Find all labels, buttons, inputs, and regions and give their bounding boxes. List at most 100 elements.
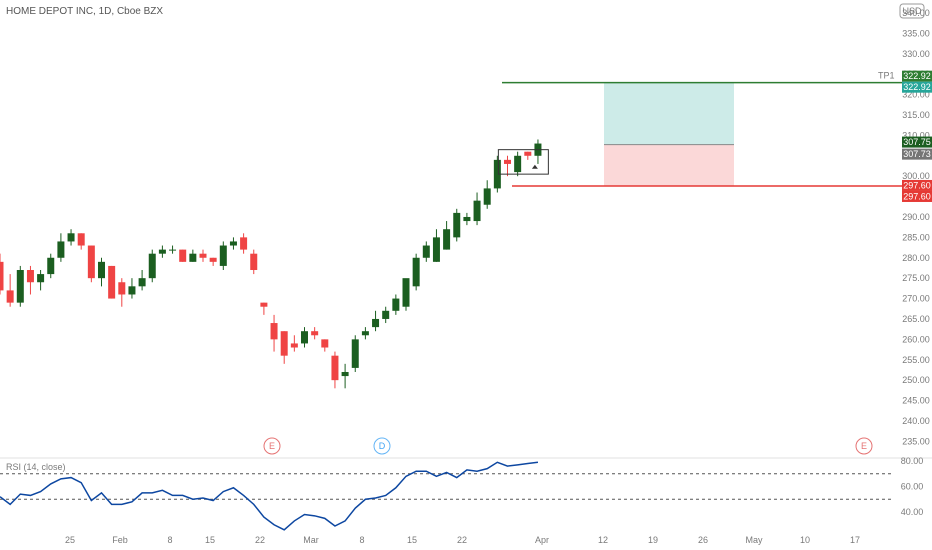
earnings-marker[interactable] — [263, 437, 281, 455]
time-tick-label: Apr — [535, 535, 549, 545]
target-price-tag — [902, 70, 932, 82]
chart-title: HOME DEPOT INC, 1D, Cboe BZX — [6, 6, 163, 17]
stop-price-label: 297.60 — [903, 180, 931, 190]
candle-body — [290, 343, 298, 348]
candle-body — [209, 257, 217, 262]
last-price-tag — [902, 136, 932, 148]
candle-body — [6, 290, 14, 303]
candle-body — [280, 331, 288, 356]
target-price-label-secondary: 322.92 — [903, 82, 931, 92]
price-tick-label: 280.00 — [902, 253, 930, 263]
candle-body — [118, 282, 126, 295]
time-tick-label: 8 — [167, 535, 172, 545]
rsi-pane[interactable]: RSI (14, close) 80.00 60.00 40.00 — [0, 456, 932, 531]
stop-price-tag — [902, 179, 932, 191]
stop-zone — [604, 144, 734, 186]
time-axis[interactable]: 25 Feb 8 15 22 Mar 8 15 22 Apr 12 19 26 May 10 17 — [65, 535, 860, 545]
rsi-tick-label: 40.00 — [901, 507, 924, 517]
candle-body — [229, 241, 237, 246]
price-tick-label: 240.00 — [902, 416, 930, 426]
time-tick-label: 15 — [407, 535, 417, 545]
time-tick-label: 17 — [850, 535, 860, 545]
price-tick-label: 290.00 — [902, 212, 930, 222]
earnings-marker-upcoming[interactable] — [855, 437, 873, 455]
candle-body — [483, 188, 491, 205]
price-tick-label: 310.00 — [902, 130, 930, 140]
rsi-label: RSI (14, close) — [6, 462, 66, 472]
price-axis[interactable]: USD 340.00335.00330.00325.00320.00315.00… — [899, 3, 932, 446]
stop-price-label-secondary: 297.60 — [903, 191, 931, 201]
time-tick-label: 10 — [800, 535, 810, 545]
candle-body — [179, 249, 187, 262]
price-tick-label: 335.00 — [902, 28, 930, 38]
candle-body — [169, 249, 177, 251]
candle-body — [361, 331, 369, 336]
price-tick-label: 340.00 — [902, 8, 930, 18]
time-tick-label: 26 — [698, 535, 708, 545]
price-tick-label: 255.00 — [902, 355, 930, 365]
candle-body — [138, 278, 146, 287]
time-tick-label: 12 — [598, 535, 608, 545]
price-tick-label: 235.00 — [902, 436, 930, 446]
price-tick-label: 245.00 — [902, 396, 930, 406]
price-tick-label: 250.00 — [902, 375, 930, 385]
time-tick-label: 8 — [359, 535, 364, 545]
rsi-ticks: 80.00 60.00 40.00 — [901, 456, 924, 517]
time-tick-label: Mar — [303, 535, 319, 545]
price-tick-label: 260.00 — [902, 334, 930, 344]
up-arrow-icon — [531, 164, 538, 169]
stop-price-tag-secondary — [902, 190, 932, 202]
rsi-line — [0, 461, 539, 531]
candle-body — [311, 331, 319, 336]
candle-body — [392, 298, 400, 311]
candle-body — [504, 159, 511, 164]
price-tick-label: 265.00 — [902, 314, 930, 324]
time-tick-label: 22 — [457, 535, 467, 545]
candle-body — [219, 245, 227, 266]
entry-price-tag — [902, 148, 932, 160]
candle-body — [67, 233, 75, 242]
target-zone — [604, 82, 734, 145]
candle-body — [463, 216, 471, 222]
candle-body — [26, 270, 34, 283]
candle-body — [199, 253, 207, 258]
candle-body — [402, 278, 410, 307]
earnings-marker-upcoming-label: E — [861, 441, 867, 451]
currency-label: USD — [902, 6, 922, 16]
time-tick-label: 22 — [255, 535, 265, 545]
candle-body — [240, 237, 248, 250]
candle-body — [128, 286, 136, 295]
price-tick-label: 275.00 — [902, 273, 930, 283]
candle-body — [270, 323, 278, 340]
candle-body — [321, 339, 329, 348]
candle-body — [524, 151, 532, 156]
candle-body — [331, 355, 339, 381]
candle-body — [47, 257, 55, 275]
price-tick-label: 285.00 — [902, 232, 930, 242]
tp1-label: TP1 — [878, 71, 895, 81]
candle-body — [493, 159, 501, 189]
dividend-marker-label: D — [379, 441, 386, 451]
candle-body — [98, 261, 105, 279]
candle-body — [453, 212, 461, 238]
time-tick-label: Feb — [112, 535, 128, 545]
candle-body — [0, 261, 4, 291]
candle-body — [341, 371, 349, 377]
price-tick-label: 270.00 — [902, 294, 930, 304]
rsi-tick-label: 60.00 — [901, 482, 924, 492]
candle-body — [57, 241, 65, 258]
rsi-tick-label: 80.00 — [901, 456, 924, 466]
last-candle-box — [497, 149, 549, 175]
candle-body — [108, 265, 116, 299]
candle-body — [189, 253, 197, 262]
event-markers[interactable]: E D E — [263, 437, 873, 455]
price-tick-label: 330.00 — [902, 49, 930, 59]
price-pane[interactable]: TP1 — [0, 71, 902, 389]
candle-body — [514, 155, 522, 173]
currency-badge[interactable] — [899, 3, 925, 19]
last-price-label: 307.75 — [903, 137, 931, 147]
dividend-marker[interactable] — [373, 437, 391, 455]
candle-body — [87, 245, 95, 279]
candle-body — [473, 200, 481, 222]
